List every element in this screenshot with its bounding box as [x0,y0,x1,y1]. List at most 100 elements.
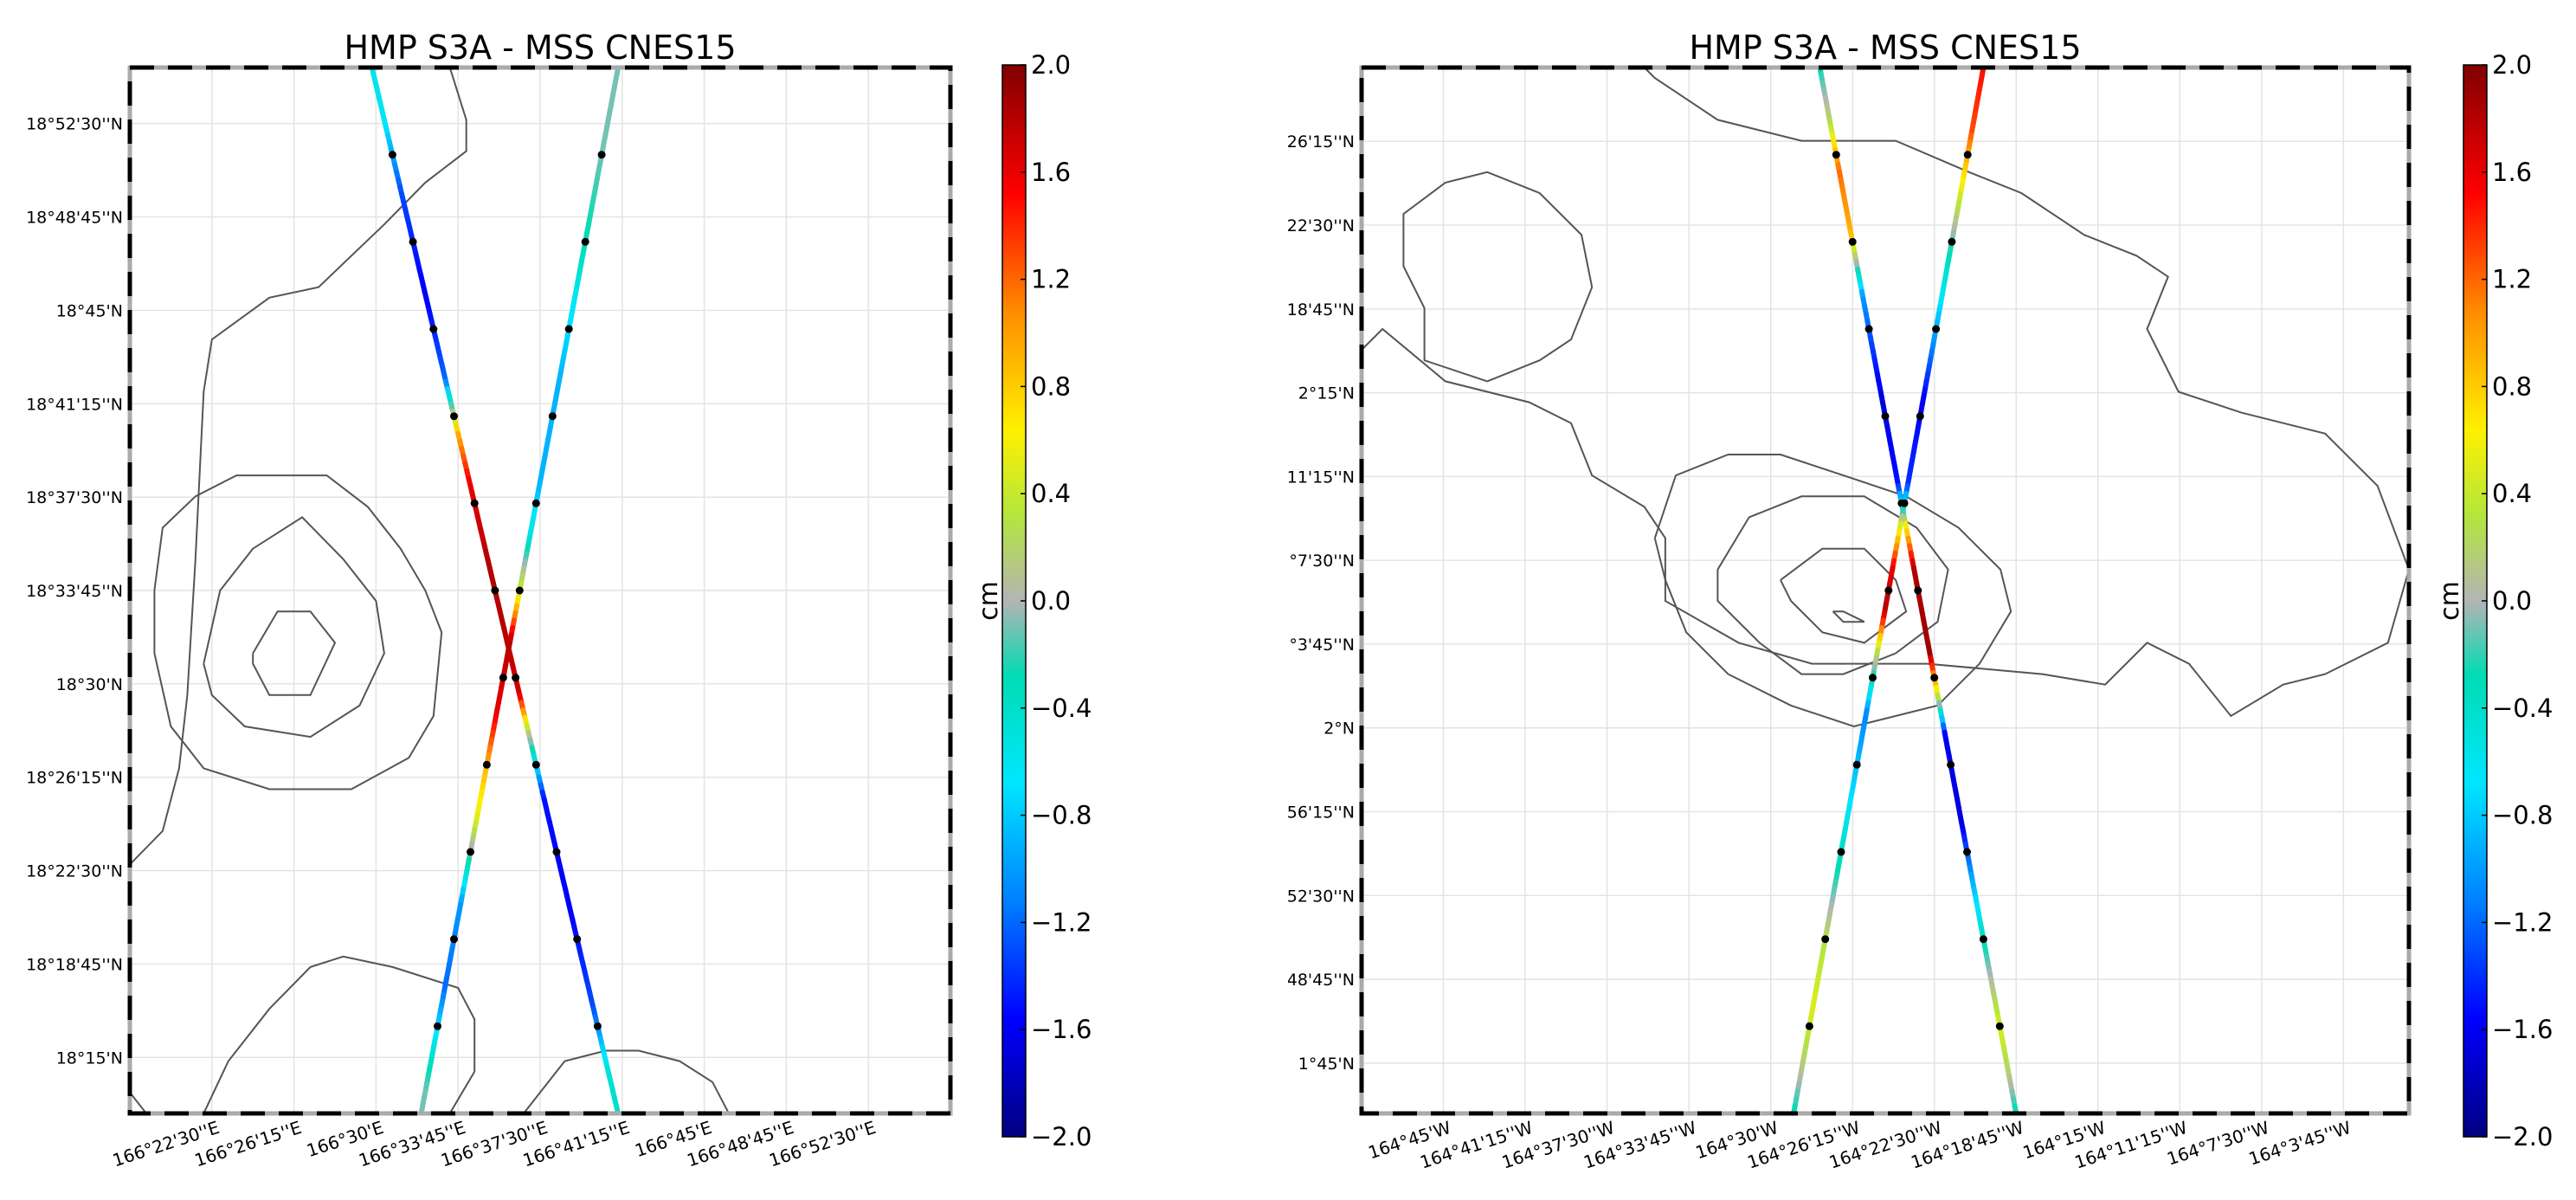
colorbar-tick-label: 2.0 [1031,50,1071,80]
track-2-point [467,848,474,856]
track-1-point [491,586,499,595]
track-2-point [1900,499,1909,507]
track-2-point [1869,674,1877,682]
contour-line [203,516,385,739]
y-tick-label: 18°22'30''N [26,862,123,881]
track-2-point [564,325,573,333]
y-tick-label: 1°56'15''N [1288,803,1355,823]
track-2-point [1916,412,1924,421]
track-1-point [409,237,417,246]
track-1-point [388,151,396,159]
track-2-point [1963,151,1972,159]
colorbar-tick-label: 0.4 [1031,479,1071,508]
y-tick-label: 18°45'N [56,301,123,320]
y-tick-label: 2°26'15''N [1288,132,1355,152]
y-tick-label: 1°48'45''N [1288,971,1355,990]
y-tick-label: 18°41'15''N [26,395,123,414]
y-tick-label: 18°26'15''N [26,769,123,788]
track-1-point [1930,674,1939,682]
chart-title: HMP S3A - MSS CNES15 [1689,29,2081,67]
y-tick-label: 2°3'45''N [1288,635,1355,655]
contour-line [252,610,337,696]
track-1-point [552,848,561,856]
track-2-point [531,499,540,507]
track-2-point [1805,1022,1813,1030]
track-1-point [531,760,540,769]
contour-line [153,474,443,790]
map-chart-right: HMP S3A - MSS CNES15 1°45'N 1°48'45''N 1°52… [1288,29,2553,1173]
colorbar-tick-label: −0.8 [1031,801,1092,830]
colorbar-tick-label: 1.6 [1031,158,1071,187]
y-tick-label: 2°11'15''N [1288,468,1355,487]
contour-line [523,1049,730,1113]
chart-title: HMP S3A - MSS CNES15 [344,29,736,67]
colorbar-label: cm [974,581,1004,621]
track-group [369,68,621,1113]
track-1-point [1979,935,1987,944]
y-tick-label: 18°52'30''N [26,115,123,134]
contour-group [130,68,730,1113]
track-group [1791,68,2019,1113]
colorbar-tick-label: −2.0 [1031,1122,1092,1152]
colorbar-tick-label: −1.2 [1031,907,1092,937]
track-1-point [1881,412,1890,421]
track-2-point [1821,935,1830,944]
track-2-point [482,760,491,769]
contour-line [1716,495,1949,675]
y-tick-label: 2°15'N [1298,384,1355,403]
contour-group [1362,68,2409,728]
track-2-point [1852,760,1861,769]
track-1-point [512,674,520,682]
track-2-point [515,586,524,595]
axes-frame-dashed [127,65,953,1116]
colorbar-tick-label: −0.4 [1031,694,1092,723]
track-1-point [573,935,582,944]
map-panel-right: HMP S3A - MSS CNES15 1°45'N 1°48'45''N 1°52… [1288,0,2576,1200]
contour-line [130,68,467,866]
colorbar-tick-label: 0.8 [2492,371,2532,401]
track-2-point [1932,325,1941,333]
contour-line [1832,610,1865,623]
y-tick-label: 18°33'45''N [26,582,123,601]
track-1-point [593,1022,602,1030]
track-2-point [1948,237,1956,246]
y-tick-label: 18°15'N [56,1048,123,1068]
colorbar-tick-label: 0.0 [2492,586,2532,616]
colorbar-tick-label: −1.6 [2492,1015,2553,1044]
track-1-point [1914,586,1922,595]
track-1-point [429,325,438,333]
y-tick-label: 18°30'N [56,675,123,694]
y-tick-label: 1°45'N [1298,1055,1355,1074]
colorbar-tick-label: 1.6 [2492,158,2532,187]
contour-line [130,1091,147,1113]
contour-line [1653,454,2012,728]
y-tick-label: 18°48'45''N [26,209,123,228]
colorbar-tick-label: 1.2 [1031,265,1071,294]
axes-frame-dashed [1359,65,2412,1116]
track-2-point [1837,848,1845,856]
colorbar-tick-label: 0.8 [1031,371,1071,401]
track-1-point [1947,760,1955,769]
track-1-point [1832,151,1840,159]
colorbar-label: cm [2435,581,2465,621]
colorbar-tick-label: −1.2 [2492,907,2553,937]
track-2-point [450,935,458,944]
track-1-point [1995,1022,2004,1030]
track-2-point [434,1022,441,1030]
colorbar-tick-label: 1.2 [2492,265,2532,294]
contour-line [1402,171,1594,383]
track-1-point [450,412,458,421]
map-chart-left: HMP S3A - MSS CNES15 18°15'N 18°18'45''N 18… [26,29,1092,1171]
colorbar-tick-label: −0.8 [2492,801,2553,830]
colorbar-tick-label: 0.0 [1031,586,1071,616]
colorbar-tick-label: −1.6 [1031,1015,1092,1044]
y-tick-label: 2°22'30''N [1288,216,1355,235]
colorbar-tick-label: 2.0 [2492,50,2532,80]
y-tick-label: 2°N [1323,719,1355,739]
track-1-point [1864,325,1873,333]
track-2-point [548,412,557,421]
y-tick-label: 2°18'45''N [1288,300,1355,319]
map-panel-left: HMP S3A - MSS CNES15 18°15'N 18°18'45''N 18… [26,29,1092,1171]
track-2-point [597,151,606,159]
y-tick-label: 2°7'30''N [1288,552,1355,571]
